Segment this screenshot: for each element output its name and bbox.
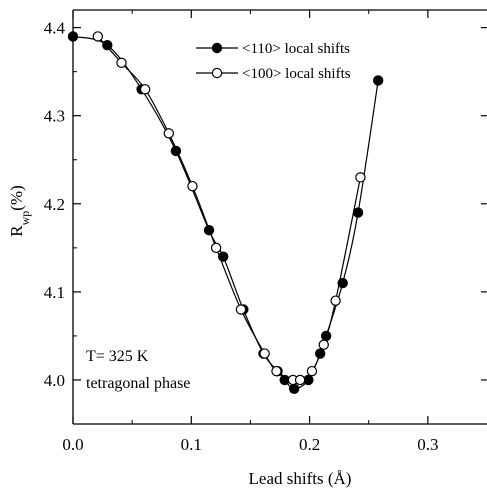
y-tick-label: 4.0 [44, 371, 65, 390]
data-point-filled [218, 251, 229, 262]
data-point-filled [320, 330, 332, 342]
legend-marker-filled [211, 42, 223, 54]
y-tick-label: 4.1 [44, 283, 65, 302]
data-point-open [294, 374, 306, 386]
data-point-open [92, 31, 104, 42]
x-tick-label: 0.3 [417, 435, 438, 454]
legend: <110> local shifts <100> local shifts [196, 41, 351, 82]
data-point-filled [203, 225, 215, 236]
data-point-open [318, 339, 329, 350]
data-point-open [306, 365, 318, 377]
legend-label: <110> local shifts [242, 41, 350, 57]
data-point-filled [102, 40, 113, 51]
data-point-filled [315, 348, 326, 359]
data-point-open [187, 180, 198, 192]
axis-ticks [72, 10, 487, 425]
legend-label: <100> local shifts [242, 66, 351, 82]
data-point-filled [372, 75, 384, 86]
x-axis-label: Lead shifts (Å) [249, 469, 352, 488]
data-point-open [163, 128, 175, 139]
y-tick-label: 4.2 [44, 195, 65, 214]
x-tick-label: 0.0 [62, 435, 83, 454]
tick-labels: 0.0 0.1 0.2 0.3 4.0 4.1 4.2 4.3 4.4 [44, 19, 439, 454]
data-point-open [271, 365, 282, 377]
x-tick-label: 0.1 [181, 435, 202, 454]
data-point-open [116, 57, 127, 69]
annotation-temperature: T= 325 K [86, 348, 149, 365]
series-line-1 [72, 35, 379, 390]
data-point-open [259, 348, 270, 359]
plot-frame [72, 9, 487, 425]
data-point-open [210, 242, 222, 254]
y-tick-label: 4.4 [44, 19, 66, 38]
data-point-open [139, 84, 151, 95]
data-point-filled [170, 145, 182, 157]
y-axis-label: Rwp(%) [7, 185, 32, 237]
annotation-phase: tetragonal phase [86, 375, 190, 392]
series-points [67, 31, 384, 394]
data-point-filled [337, 277, 348, 289]
data-point-filled [288, 383, 300, 394]
x-tick-label: 0.2 [299, 435, 320, 454]
data-point-open [355, 172, 366, 183]
series-lines [72, 35, 379, 390]
data-point-filled [67, 31, 79, 42]
data-point-filled [352, 207, 364, 218]
legend-marker-open [211, 67, 223, 79]
data-point-open [235, 304, 247, 315]
y-tick-label: 4.3 [44, 107, 65, 126]
data-point-open [330, 295, 341, 306]
